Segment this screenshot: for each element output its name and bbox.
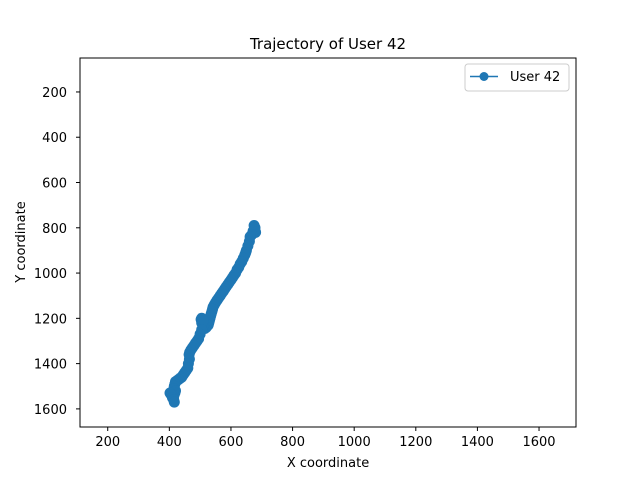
y-tick-label: 1600 [34,403,67,418]
y-tick-label: 600 [42,177,67,192]
legend-marker [479,72,489,81]
y-axis-label: Y coordinate [14,201,29,283]
y-tick-label: 400 [42,131,67,146]
plot-series [164,220,262,408]
x-tick-label: 400 [157,435,182,450]
legend: User 42 [464,63,570,92]
x-tick-label: 200 [95,435,120,450]
legend-box [464,63,570,92]
plot-frame [79,57,577,428]
y-tick-label: 1000 [34,267,67,282]
chart-title: Trajectory of User 42 [249,35,406,53]
y-tick-label: 1400 [34,358,67,373]
x-tick-label: 1600 [522,435,555,450]
y-tick-label: 200 [42,86,67,101]
x-tick-label: 1200 [399,435,432,450]
x-axis-label: X coordinate [287,456,369,471]
data-point [197,315,209,327]
y-tick-label: 800 [42,222,67,237]
x-tick-label: 600 [219,435,244,450]
y-tick-label: 1200 [34,312,67,327]
x-tick-label: 1400 [461,435,494,450]
x-axis: 200 400 600 800 1000 1200 1400 1600 [95,427,556,450]
data-point [168,396,180,408]
x-tick-label: 1000 [338,435,371,450]
legend-label: User 42 [510,70,560,85]
y-axis: 200 400 600 800 1000 1200 1400 1600 [34,86,80,418]
x-tick-label: 800 [280,435,305,450]
